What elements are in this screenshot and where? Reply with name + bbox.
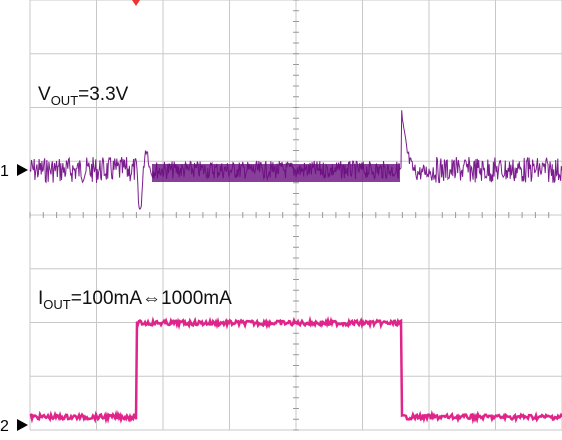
label-subscript: OUT [43,297,71,312]
label-subscript: OUT [51,93,79,108]
channel-marker: 2 [0,418,9,435]
label-text: =3.3V [78,84,129,105]
iout-label: IOUT=100mA⇔1000mA [38,288,232,312]
trigger-marker [132,0,140,6]
vout-label: VOUT=3.3V [38,84,129,108]
marker-arrow [17,164,28,176]
channel-marker: 1 [0,163,9,180]
label-symbol: V [38,84,51,105]
label-symbol: I [38,288,43,309]
waveforms [29,110,562,425]
vout-band [152,164,400,182]
iout-trace [29,315,562,425]
marker-arrow [17,419,28,431]
label-text: =100mA⇔1000mA [71,288,232,309]
